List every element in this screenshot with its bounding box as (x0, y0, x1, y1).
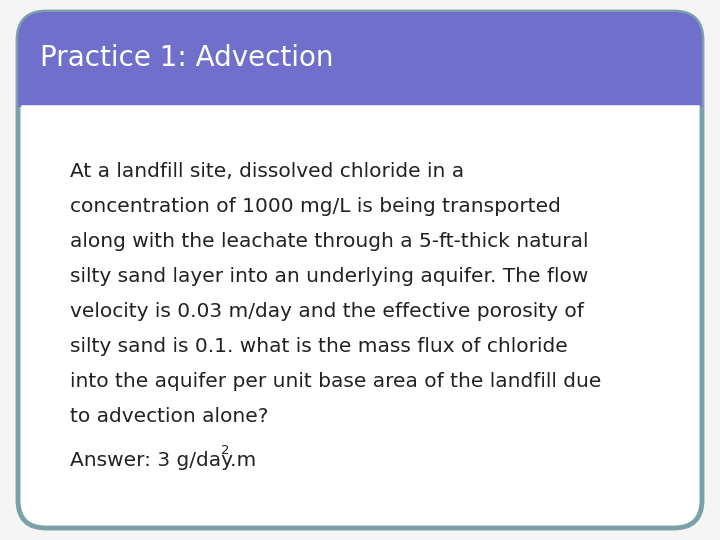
Bar (18, 59, 702, 107)
Text: to advection alone?: to advection alone? (70, 407, 269, 426)
Text: At a landfill site, dissolved chloride in a: At a landfill site, dissolved chloride i… (70, 162, 464, 181)
Text: silty sand layer into an underlying aquifer. The flow: silty sand layer into an underlying aqui… (70, 267, 588, 286)
FancyBboxPatch shape (18, 12, 702, 107)
FancyBboxPatch shape (18, 12, 702, 528)
Text: Practice 1: Advection: Practice 1: Advection (40, 44, 333, 72)
Text: silty sand is 0.1. what is the mass flux of chloride: silty sand is 0.1. what is the mass flux… (70, 337, 568, 356)
Text: concentration of 1000 mg/L is being transported: concentration of 1000 mg/L is being tran… (70, 197, 561, 216)
Text: into the aquifer per unit base area of the landfill due: into the aquifer per unit base area of t… (70, 372, 601, 391)
Text: velocity is 0.03 m/day and the effective porosity of: velocity is 0.03 m/day and the effective… (70, 302, 584, 321)
Text: along with the leachate through a 5-ft-thick natural: along with the leachate through a 5-ft-t… (70, 232, 588, 251)
Text: Answer: 3 g/day.m: Answer: 3 g/day.m (70, 450, 256, 469)
Text: 2: 2 (221, 443, 230, 456)
